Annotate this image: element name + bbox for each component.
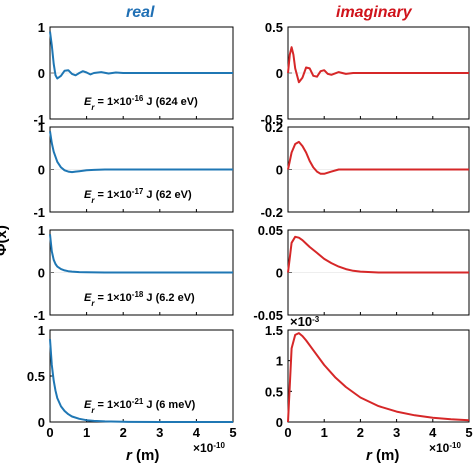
energy-annotation-real-r1: Er = 1×10-17 J (62 eV)	[84, 187, 192, 205]
x-exponent-power: -10	[449, 441, 461, 450]
x-tick-label-imaginary-r3: 2	[357, 425, 364, 440]
x-tick-label-real-r3: 3	[156, 425, 163, 440]
x-tick-label-real-r3: 1	[83, 425, 90, 440]
energy-symbol: E	[84, 292, 92, 304]
y-tick-label-real-r2: -1	[33, 308, 45, 323]
energy-annotation-real-r2: Er = 1×10-18 J (6.2 eV)	[84, 290, 195, 308]
energy-annotation-real-r3: Er = 1×10-21 J (6 meV)	[84, 397, 196, 415]
energy-value: = 1×10	[94, 189, 131, 201]
energy-units: J (6.2 eV)	[143, 292, 195, 304]
energy-subscript: r	[91, 406, 95, 415]
x-axis-label-real: r (m)	[126, 447, 159, 464]
energy-exponent: -21	[132, 397, 144, 406]
y-tick-label-real-r1: 0	[38, 163, 45, 178]
panel-frame-real-r3	[49, 329, 234, 423]
y-tick-label-imaginary-r3: 1.5	[265, 323, 283, 338]
energy-symbol: E	[84, 189, 92, 201]
series-line-real-r3	[49, 339, 233, 423]
y-tick-label-imaginary-r1: 0.2	[265, 120, 283, 135]
y-tick-label-real-r0: -1	[33, 112, 45, 127]
series-line-imaginary-r1	[287, 140, 469, 175]
x-tick-label-real-r3: 5	[229, 425, 236, 440]
energy-value: = 1×10	[94, 96, 131, 108]
y-tick-label-real-r0: 1	[38, 20, 45, 35]
energy-subscript: r	[91, 196, 95, 205]
y-tick-label-real-r2: 0	[38, 266, 45, 281]
energy-units: J (62 eV)	[143, 189, 192, 201]
x-tick-label-imaginary-r3: 5	[465, 425, 472, 440]
energy-value: = 1×10	[94, 292, 131, 304]
series-line-imaginary-r2	[287, 235, 469, 274]
x-axis-label-symbol: r	[126, 447, 132, 464]
y-tick-label-imaginary-r3: 0.5	[265, 384, 283, 399]
x-exponent-power: -10	[213, 441, 225, 450]
panel-frame-imaginary-r3	[287, 329, 470, 423]
series-line-imaginary-r3	[287, 332, 470, 423]
y-tick-label-real-r3: 0	[38, 415, 45, 430]
x-tick-label-real-r3: 2	[120, 425, 127, 440]
x-axis-label-unit: (m)	[371, 447, 400, 464]
y-tick-label-imaginary-r2: 0	[276, 266, 283, 281]
x-tick-label-real-r3: 0	[46, 425, 53, 440]
y-tick-label-real-r3: 0.5	[27, 369, 45, 384]
series-line-real-r2	[49, 234, 233, 274]
series-line-real-r0	[49, 31, 233, 80]
y-tick-label-imaginary-r0: 0.5	[265, 20, 283, 35]
y-tick-label-real-r1: 1	[38, 120, 45, 135]
energy-exponent: -18	[132, 290, 144, 299]
y-tick-label-real-r2: 1	[38, 223, 45, 238]
y-tick-label-imaginary-r2: -0.05	[253, 308, 283, 323]
x-tick-label-imaginary-r3: 4	[429, 425, 437, 440]
x-axis-label-imaginary: r (m)	[366, 447, 399, 464]
y-tick-label-imaginary-r0: -0.5	[261, 112, 283, 127]
x-axis-label-symbol: r	[366, 447, 372, 464]
y-tick-label-imaginary-r1: -0.2	[261, 205, 283, 220]
y-tick-label-imaginary-r1: 0	[276, 163, 283, 178]
column-title-real: real	[126, 4, 155, 21]
energy-units: J (624 eV)	[143, 96, 198, 108]
y-tick-label-real-r1: -1	[33, 205, 45, 220]
energy-value: = 1×10	[94, 399, 131, 411]
energy-exponent: -16	[132, 94, 144, 103]
y-tick-label-imaginary-r0: 0	[276, 66, 283, 81]
y-tick-label-real-r3: 1	[38, 323, 45, 338]
x-tick-label-real-r3: 4	[193, 425, 201, 440]
column-title-imaginary: imaginary	[336, 4, 412, 21]
energy-exponent: -17	[132, 187, 144, 196]
energy-symbol: E	[84, 96, 92, 108]
y-tick-label-imaginary-r2: 0.05	[258, 223, 283, 238]
energy-annotation-real-r0: Er = 1×10-16 J (624 eV)	[84, 94, 198, 112]
series-line-real-r1	[49, 131, 233, 174]
energy-subscript: r	[91, 103, 95, 112]
energy-units: J (6 meV)	[143, 399, 195, 411]
y-exponent-power: -3	[312, 315, 320, 324]
x-tick-label-imaginary-r3: 3	[393, 425, 400, 440]
x-tick-label-imaginary-r3: 1	[321, 425, 328, 440]
y-exponent-label-imaginary-r3: ×10-3	[290, 314, 320, 329]
energy-symbol: E	[84, 399, 92, 411]
x-exponent-label-imaginary-r3: ×10-10	[429, 441, 461, 456]
x-axis-label-unit: (m)	[131, 447, 160, 464]
y-tick-label-real-r0: 0	[38, 66, 45, 81]
x-exponent-label-real-r3: ×10-10	[193, 441, 225, 456]
y-tick-label-imaginary-r3: 1	[276, 354, 283, 369]
y-tick-label-imaginary-r3: 0	[276, 415, 283, 430]
series-line-imaginary-r0	[287, 46, 469, 84]
energy-subscript: r	[91, 299, 95, 308]
x-tick-label-imaginary-r3: 0	[284, 425, 291, 440]
